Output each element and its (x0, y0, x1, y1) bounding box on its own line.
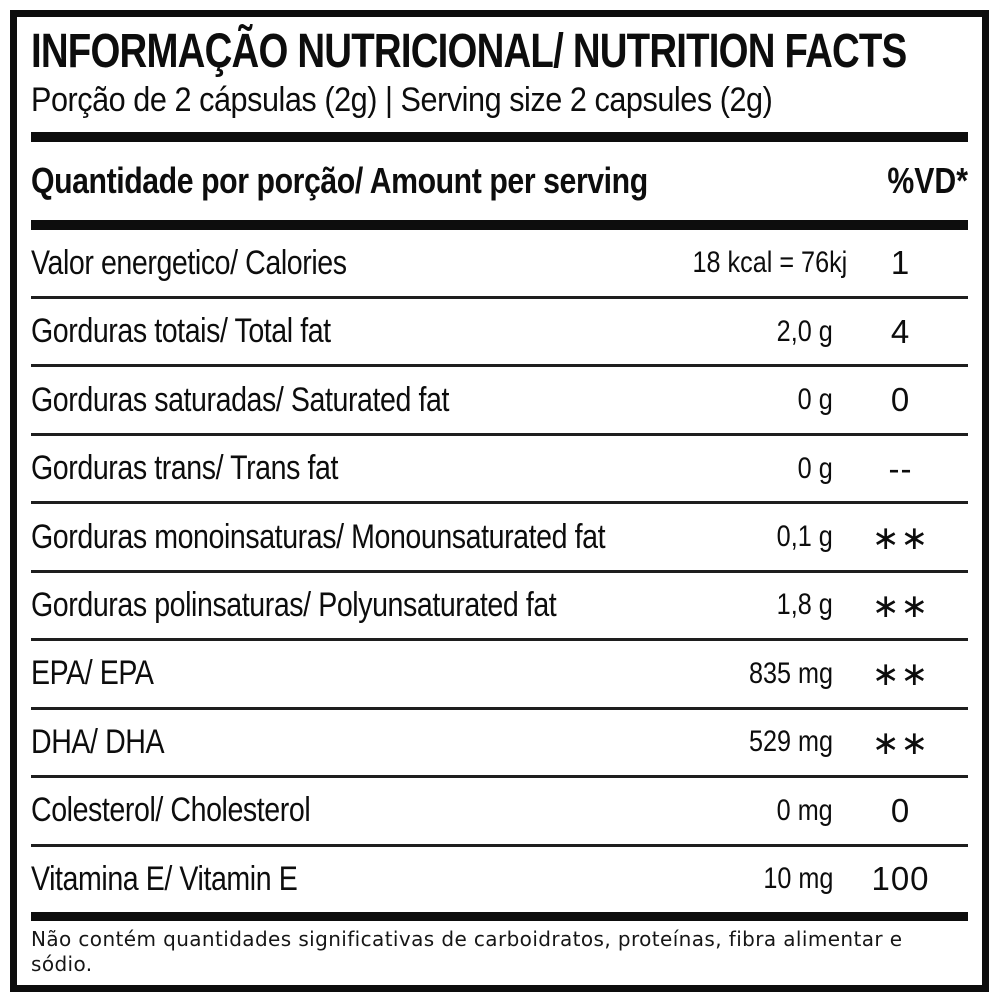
daily-value-header: %VD* (887, 160, 968, 202)
nutrient-amount-cell: 10 mg (663, 862, 833, 896)
nutrient-daily-value: 100 (871, 860, 930, 898)
nutrient-amount-cell: 529 mg (663, 725, 833, 759)
nutrient-name-cell: Colesterol/ Cholesterol (31, 791, 663, 830)
nutrient-amount: 18 kcal = 76kj (692, 246, 848, 280)
nutrient-name: Gorduras monoinsaturas/ Monounsaturated … (31, 517, 606, 556)
table-row: Valor energetico/ Calories 18 kcal = 76k… (31, 230, 968, 299)
nutrient-name-cell: Valor energetico/ Calories (31, 244, 663, 283)
nutrient-amount: 0 g (797, 383, 833, 417)
nutrient-daily-value: 1 (890, 244, 911, 282)
serving-size-line: Porção de 2 cápsulas (2g) | Serving size… (31, 81, 773, 120)
nutrient-amount-cell: 0 mg (663, 794, 833, 828)
thick-divider-bar-top (31, 132, 968, 143)
nutrient-daily-value: ∗∗ (871, 655, 930, 693)
nutrient-amount-cell: 0 g (663, 452, 833, 486)
nutrient-daily-value: ∗∗ (871, 723, 930, 761)
nutrient-amount-cell: 2,0 g (663, 315, 833, 349)
nutrient-name: Vitamina E/ Vitamin E (31, 859, 298, 898)
label-title: INFORMAÇÃO NUTRICIONAL/ NUTRITION FACTS (31, 25, 907, 78)
nutrient-name-cell: Gorduras trans/ Trans fat (31, 449, 663, 488)
nutrient-amount: 529 mg (748, 725, 833, 759)
table-row: Gorduras monoinsaturas/ Monounsaturated … (31, 504, 968, 573)
nutrient-amount-cell: 835 mg (663, 657, 833, 691)
amount-per-serving-header: Quantidade por porção/ Amount per servin… (31, 160, 648, 202)
nutrient-daily-value: 0 (890, 791, 911, 829)
nutrient-daily-value: 4 (890, 312, 911, 350)
nutrient-name-cell: Gorduras saturadas/ Saturated fat (31, 381, 663, 420)
table-row: Gorduras totais/ Total fat 2,0 g 4 (31, 299, 968, 368)
nutrient-name: Gorduras saturadas/ Saturated fat (31, 380, 449, 419)
nutrient-amount-cell: 0 g (663, 383, 833, 417)
table-row: Colesterol/ Cholesterol 0 mg 0 (31, 778, 968, 847)
nutrient-name: Gorduras polinsaturas/ Polyunsaturated f… (31, 585, 557, 624)
nutrient-name: Gorduras totais/ Total fat (31, 312, 331, 351)
table-row: Gorduras trans/ Trans fat 0 g -- (31, 436, 968, 505)
label-header: INFORMAÇÃO NUTRICIONAL/ NUTRITION FACTS … (31, 17, 968, 132)
nutrient-daily-value: -- (888, 449, 913, 487)
nutrient-table: Valor energetico/ Calories 18 kcal = 76k… (31, 230, 968, 912)
nutrient-name-cell: Gorduras totais/ Total fat (31, 312, 663, 351)
thick-divider-bar-bottom (31, 912, 968, 921)
nutrient-amount: 0,1 g (776, 520, 833, 553)
nutrient-amount-cell: 1,8 g (663, 588, 833, 622)
nutrient-amount-cell: 0,1 g (663, 520, 833, 554)
nutrient-name: DHA/ DHA (31, 722, 165, 761)
nutrient-daily-value: ∗∗ (871, 518, 930, 556)
nutrient-amount: 1,8 g (776, 588, 833, 622)
nutrient-name: Valor energetico/ Calories (31, 243, 347, 282)
table-row: DHA/ DHA 529 mg ∗∗ (31, 710, 968, 779)
column-header-row: Quantidade por porção/ Amount per servin… (31, 142, 968, 220)
thick-divider-bar-middle (31, 220, 968, 231)
footnote-text: Não contém quantidades significativas de… (31, 927, 903, 976)
nutrient-name-cell: Gorduras polinsaturas/ Polyunsaturated f… (31, 586, 663, 625)
nutrient-name: Gorduras trans/ Trans fat (31, 449, 338, 488)
table-row: EPA/ EPA 835 mg ∗∗ (31, 641, 968, 710)
nutrient-name-cell: DHA/ DHA (31, 723, 663, 762)
nutrient-daily-value: ∗∗ (871, 586, 930, 624)
table-row: Vitamina E/ Vitamin E 10 mg 100 (31, 847, 968, 912)
nutrient-amount: 835 mg (748, 656, 833, 690)
nutrient-amount: 2,0 g (776, 314, 833, 348)
table-row: Gorduras saturadas/ Saturated fat 0 g 0 (31, 367, 968, 436)
nutrient-name-cell: Gorduras monoinsaturas/ Monounsaturated … (31, 518, 663, 557)
nutrient-amount-cell: 18 kcal = 76kj (663, 246, 847, 280)
nutrient-name-cell: EPA/ EPA (31, 654, 663, 693)
nutrient-name-cell: Vitamina E/ Vitamin E (31, 860, 663, 899)
nutrient-amount: 0 g (797, 451, 833, 485)
nutrient-daily-value: 0 (890, 381, 911, 419)
nutrient-amount: 0 mg (776, 793, 833, 827)
nutrient-name: Colesterol/ Cholesterol (31, 791, 311, 830)
nutrition-label: INFORMAÇÃO NUTRICIONAL/ NUTRITION FACTS … (10, 10, 989, 992)
table-row: Gorduras polinsaturas/ Polyunsaturated f… (31, 573, 968, 642)
nutrient-name: EPA/ EPA (31, 654, 154, 693)
nutrient-amount: 10 mg (762, 862, 833, 896)
